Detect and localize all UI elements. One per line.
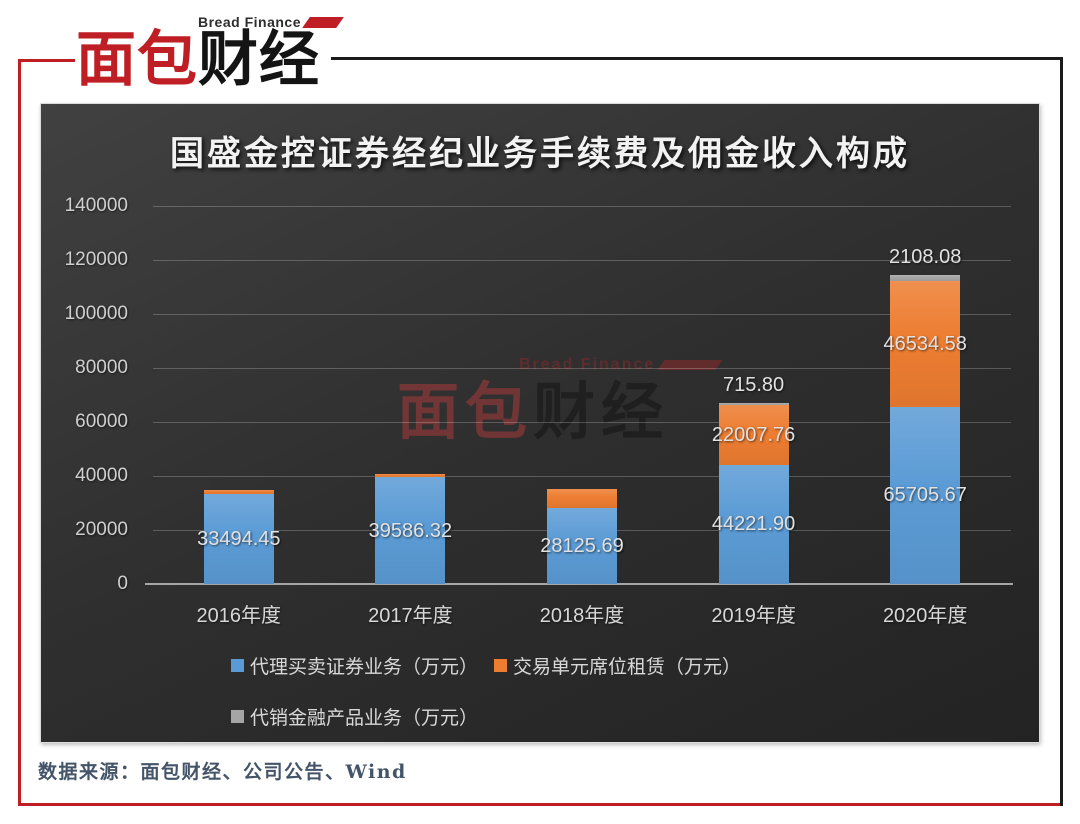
bar-segment xyxy=(375,477,446,584)
x-axis-line xyxy=(145,583,1013,585)
frame-border-bottom xyxy=(18,803,1063,806)
data-label: 22007.76 xyxy=(711,423,796,446)
y-tick-label: 80000 xyxy=(75,357,128,378)
bar-segment xyxy=(890,280,961,407)
gridline xyxy=(153,260,1011,261)
legend: 代理买卖证券业务（万元） 交易单元席位租赁（万元） 代销金融产品业务（万元） xyxy=(231,652,871,730)
bar-segment xyxy=(375,474,446,478)
gridline xyxy=(153,206,1011,207)
bar-segment xyxy=(718,464,789,584)
logo-wordmark-black: 财经 xyxy=(198,26,320,93)
x-axis-label: 2020年度 xyxy=(882,605,968,627)
y-tick-label: 60000 xyxy=(75,411,128,432)
legend-item: 代销金融产品业务（万元） xyxy=(231,703,478,730)
data-label: 65705.67 xyxy=(883,484,967,507)
bar-segment xyxy=(718,405,789,465)
y-tick-label: 100000 xyxy=(64,303,128,324)
legend-swatch xyxy=(494,659,508,672)
bar-segment xyxy=(890,275,961,281)
data-source: 数据来源：面包财经、公司公告、Wind xyxy=(38,761,407,783)
legend-label: 代销金融产品业务（万元） xyxy=(250,708,479,729)
gridline xyxy=(153,368,1011,369)
x-axis-label: 2017年度 xyxy=(368,605,453,627)
brand-logo: Bread Finance 面包财经 xyxy=(76,8,376,100)
frame-border-right xyxy=(1060,57,1063,806)
legend-item: 代理买卖证券业务（万元） xyxy=(231,652,478,679)
bar-segment xyxy=(203,490,274,494)
legend-label: 代理买卖证券业务（万元） xyxy=(250,657,479,678)
legend-item: 交易单元席位租赁（万元） xyxy=(494,652,741,679)
frame-border-top-left xyxy=(18,59,75,62)
legend-swatch xyxy=(231,710,244,723)
chart-panel: 国盛金控证券经纪业务手续费及佣金收入构成 Bread Finance 面包财经 … xyxy=(40,103,1040,743)
gridline xyxy=(153,476,1011,477)
y-tick-label: 20000 xyxy=(75,519,128,540)
frame-border-left xyxy=(18,59,21,806)
y-tick-label: 120000 xyxy=(64,249,128,270)
chart-title: 国盛金控证券经纪业务手续费及佣金收入构成 xyxy=(170,135,910,173)
data-label: 2108.08 xyxy=(889,246,962,269)
plot-area: 0 20000 40000 60000 80000 100000 120000 140000 3… xyxy=(65,195,1013,627)
logo-tagline-row: Bread Finance xyxy=(198,14,344,30)
x-axis-label: 2016年度 xyxy=(196,605,282,627)
frame-border-top-right xyxy=(331,57,1063,60)
logo-wordmark-red: 面包 xyxy=(76,26,198,93)
gridline xyxy=(153,314,1011,315)
data-label: 28125.69 xyxy=(540,535,624,558)
bar-segment xyxy=(547,508,617,584)
data-label: 44221.90 xyxy=(711,513,796,536)
bar-segment xyxy=(547,489,617,509)
legend-label: 交易单元席位租赁（万元） xyxy=(513,657,742,678)
data-label: 39586.32 xyxy=(368,519,453,542)
data-label: 46534.58 xyxy=(883,332,967,355)
bar-segment xyxy=(718,403,789,406)
logo-tagline: Bread Finance xyxy=(198,14,301,30)
legend-swatch xyxy=(231,659,244,672)
x-axis-label: 2018年度 xyxy=(539,605,625,627)
data-label: 715.80 xyxy=(723,374,785,397)
y-tick-label: 40000 xyxy=(75,465,128,486)
x-axis-label: 2019年度 xyxy=(711,605,796,627)
bar-segment xyxy=(203,493,274,584)
logo-wordmark: 面包财经 xyxy=(76,30,320,90)
bar-segment xyxy=(890,406,961,584)
gridline xyxy=(153,422,1011,423)
y-tick-label: 140000 xyxy=(64,195,128,216)
data-label: 33494.45 xyxy=(197,527,281,550)
y-tick-label: 0 xyxy=(117,573,128,594)
